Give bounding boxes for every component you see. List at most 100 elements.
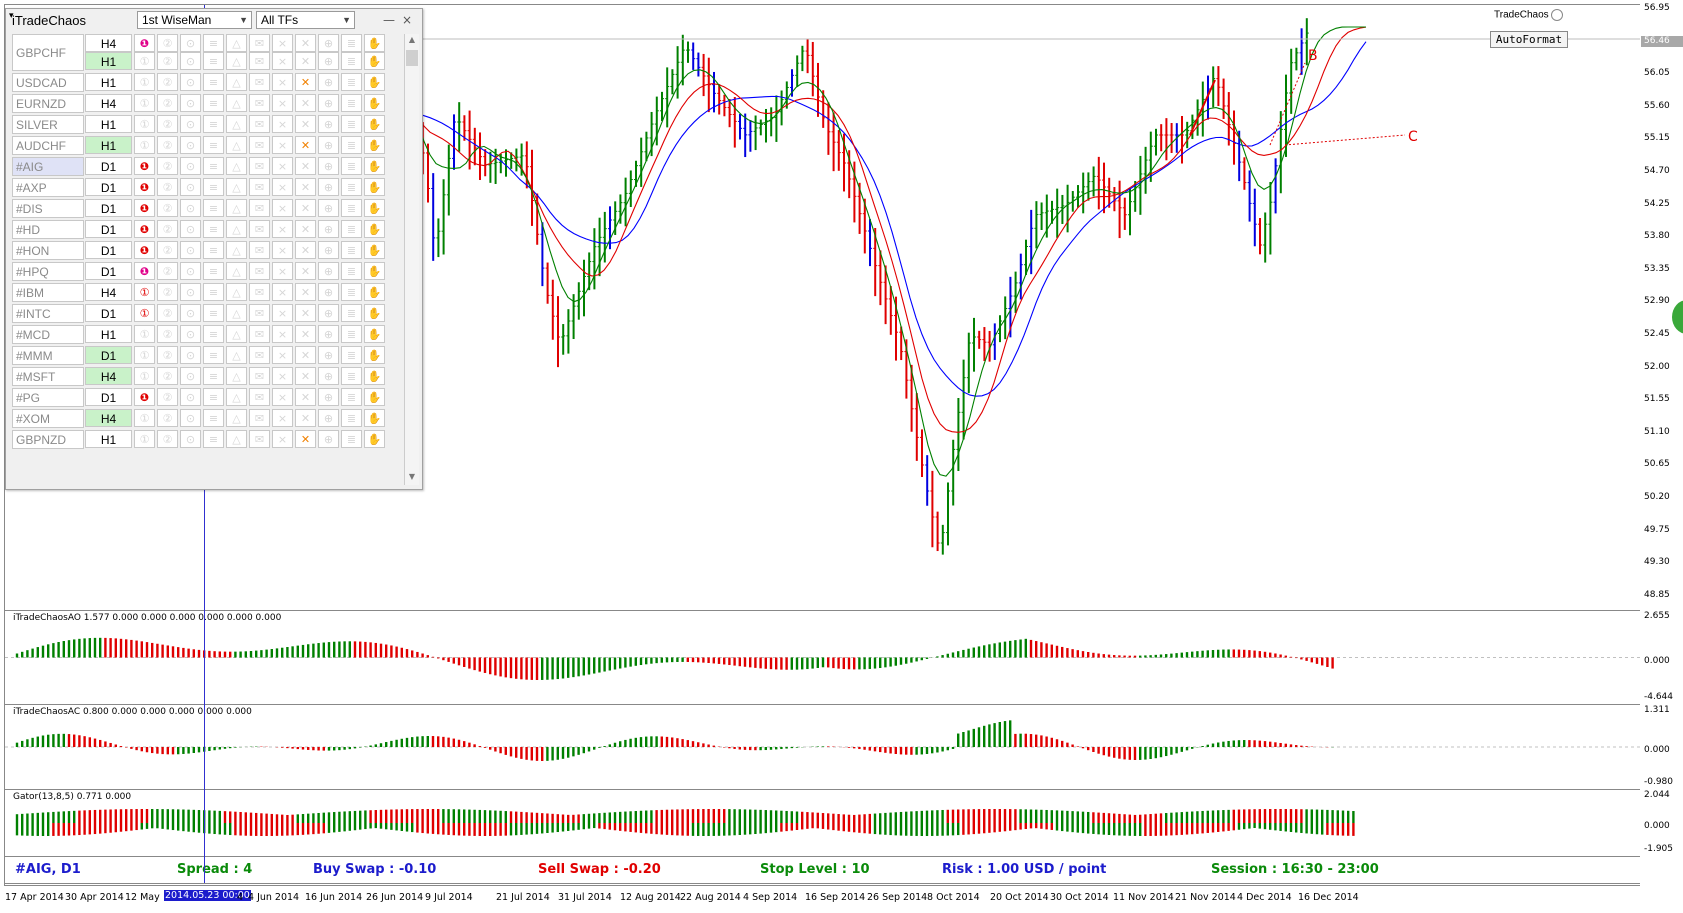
signal-icon[interactable]: ⊕ — [318, 325, 339, 343]
panel-scrollbar[interactable]: ▲ ▼ — [404, 34, 419, 485]
wiseman-signal-icon[interactable]: ❶ — [134, 241, 155, 259]
signal-icon[interactable]: ✕ — [295, 34, 316, 52]
signal-icon[interactable]: ② — [157, 262, 178, 280]
signal-icon[interactable]: ≣ — [341, 262, 362, 280]
signal-icon[interactable]: ≣ — [341, 178, 362, 196]
signal-icon[interactable]: × — [272, 262, 293, 280]
signal-icon[interactable]: ⊙ — [180, 304, 201, 322]
ac-indicator-pane[interactable]: iTradeChaosAC 0.800 0.000 0.000 0.000 0.… — [5, 705, 1640, 790]
signal-icon[interactable]: ⊕ — [318, 262, 339, 280]
wiseman-signal-icon[interactable]: ① — [134, 283, 155, 301]
signal-icon[interactable]: △ — [226, 73, 247, 91]
signal-icon[interactable]: ② — [157, 73, 178, 91]
signal-icon[interactable]: ≡ — [203, 178, 224, 196]
signal-icon[interactable]: ≣ — [341, 94, 362, 112]
signal-icon[interactable]: ≡ — [203, 94, 224, 112]
itradechaos-scanner-panel[interactable]: ▾ iTradeChaos 1st WiseMan ▼ All TFs ▼ — × … — [5, 8, 423, 490]
symbol-cell[interactable]: #HPQ — [12, 262, 84, 281]
timeframe-cell[interactable]: D1 — [85, 304, 132, 322]
hand-icon[interactable]: ✋ — [364, 73, 385, 91]
hand-icon[interactable]: ✋ — [364, 262, 385, 280]
signal-icon[interactable]: △ — [226, 430, 247, 448]
signal-icon[interactable]: ≣ — [341, 220, 362, 238]
signal-icon[interactable]: ✉ — [249, 157, 270, 175]
signal-icon[interactable]: ✕ — [295, 220, 316, 238]
signal-icon[interactable]: △ — [226, 199, 247, 217]
signal-icon[interactable]: ⊙ — [180, 283, 201, 301]
symbol-cell[interactable]: GBPNZD — [12, 430, 84, 449]
signal-icon[interactable]: × — [272, 367, 293, 385]
wiseman-signal-icon[interactable]: ❶ — [134, 220, 155, 238]
signal-icon[interactable]: ≡ — [203, 262, 224, 280]
signal-icon[interactable]: × — [272, 325, 293, 343]
signal-icon[interactable]: ⊕ — [318, 304, 339, 322]
hand-icon[interactable]: ✋ — [364, 430, 385, 448]
signal-icon[interactable]: ✉ — [249, 262, 270, 280]
signal-icon[interactable]: ≡ — [203, 157, 224, 175]
wiseman-signal-icon[interactable]: ❶ — [134, 388, 155, 406]
signal-icon[interactable]: ≣ — [341, 241, 362, 259]
scroll-up-icon[interactable]: ▲ — [408, 35, 416, 44]
signal-icon[interactable]: ⊕ — [318, 178, 339, 196]
signal-icon[interactable]: ≡ — [203, 136, 224, 154]
signal-icon[interactable]: ✉ — [249, 430, 270, 448]
wiseman-signal-icon[interactable]: ① — [134, 346, 155, 364]
signal-icon[interactable]: ≣ — [341, 52, 362, 70]
signal-icon[interactable]: ⊕ — [318, 409, 339, 427]
signal-icon[interactable]: △ — [226, 409, 247, 427]
timeframe-cell[interactable]: D1 — [85, 157, 132, 175]
hand-icon[interactable]: ✋ — [364, 241, 385, 259]
timeframe-cell[interactable]: H4 — [85, 94, 132, 112]
timeframe-cell[interactable]: H1 — [85, 115, 132, 133]
close-button[interactable]: × — [402, 13, 413, 27]
signal-icon[interactable]: ≣ — [341, 199, 362, 217]
signal-icon[interactable]: ✕ — [295, 157, 316, 175]
price-chart-canvas[interactable]: BC — [5, 5, 1640, 610]
signal-icon[interactable]: ✕ — [295, 115, 316, 133]
signal-icon[interactable]: × — [272, 94, 293, 112]
timeframe-cell[interactable]: H4 — [85, 367, 132, 385]
signal-icon[interactable]: ≣ — [341, 283, 362, 301]
hand-icon[interactable]: ✋ — [364, 283, 385, 301]
signal-icon[interactable]: ② — [157, 367, 178, 385]
wiseman-signal-icon[interactable]: ① — [134, 115, 155, 133]
signal-icon[interactable]: ② — [157, 178, 178, 196]
signal-icon[interactable]: ≣ — [341, 136, 362, 154]
signal-icon[interactable]: × — [272, 241, 293, 259]
signal-icon[interactable]: ⊙ — [180, 325, 201, 343]
signal-icon[interactable]: △ — [226, 325, 247, 343]
hand-icon[interactable]: ✋ — [364, 220, 385, 238]
signal-icon[interactable]: ✕ — [295, 241, 316, 259]
signal-icon[interactable]: ⊕ — [318, 73, 339, 91]
timeframe-cell[interactable]: H1 — [85, 430, 132, 448]
timeframe-cell[interactable]: D1 — [85, 220, 132, 238]
timeframe-cell[interactable]: H1 — [85, 325, 132, 343]
symbol-cell[interactable]: #HD — [12, 220, 84, 239]
signal-icon[interactable]: ✉ — [249, 367, 270, 385]
signal-icon[interactable]: ⊙ — [180, 136, 201, 154]
signal-icon[interactable]: ② — [157, 94, 178, 112]
signal-icon[interactable]: ≡ — [203, 409, 224, 427]
signal-icon[interactable]: ⊕ — [318, 430, 339, 448]
signal-icon[interactable]: ≣ — [341, 367, 362, 385]
signal-icon[interactable]: × — [272, 409, 293, 427]
signal-icon[interactable]: ✕ — [295, 367, 316, 385]
signal-icon[interactable]: ⊙ — [180, 73, 201, 91]
wiseman-signal-icon[interactable]: ❶ — [134, 178, 155, 196]
signal-icon[interactable]: ② — [157, 325, 178, 343]
signal-icon[interactable]: ✕ — [295, 325, 316, 343]
signal-icon[interactable]: ⊙ — [180, 94, 201, 112]
signal-icon[interactable]: ⊕ — [318, 157, 339, 175]
wiseman-signal-icon[interactable]: ① — [134, 409, 155, 427]
signal-icon[interactable]: ✕ — [295, 346, 316, 364]
cross-signal-icon[interactable]: ✕ — [295, 136, 316, 154]
signal-icon[interactable]: × — [272, 52, 293, 70]
signal-icon[interactable]: ✉ — [249, 34, 270, 52]
hand-icon[interactable]: ✋ — [364, 34, 385, 52]
signal-icon[interactable]: × — [272, 430, 293, 448]
timeframe-cell[interactable]: H1 — [85, 73, 132, 91]
signal-icon[interactable]: ⊙ — [180, 409, 201, 427]
signal-icon[interactable]: ⊙ — [180, 34, 201, 52]
signal-icon[interactable]: ≡ — [203, 220, 224, 238]
minimize-button[interactable]: — — [383, 13, 395, 27]
